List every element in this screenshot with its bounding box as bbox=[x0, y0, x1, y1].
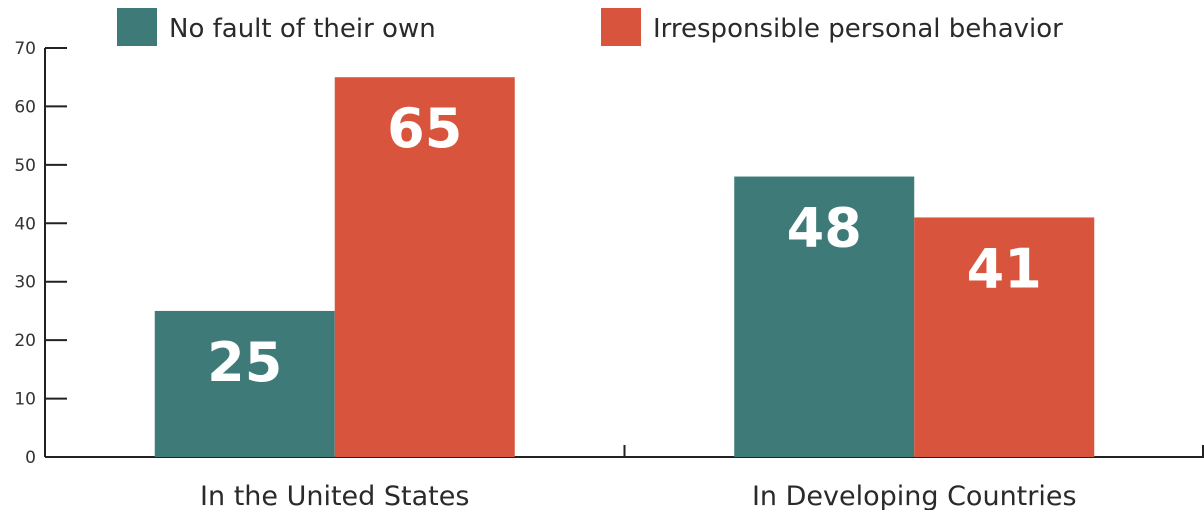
x-category-label: In the United States bbox=[200, 481, 469, 510]
legend-label-0: No fault of their own bbox=[169, 14, 436, 44]
bar-value-label: 48 bbox=[787, 197, 862, 260]
y-tick-label: 60 bbox=[14, 97, 36, 117]
bar-no-fault-0 bbox=[154, 310, 335, 457]
y-tick-label: 20 bbox=[14, 331, 36, 351]
bar-value-label: 65 bbox=[387, 97, 462, 160]
y-tick-label: 70 bbox=[14, 39, 36, 59]
bars: 25 65 48 41 bbox=[154, 77, 1095, 458]
bar-irresponsible-0 bbox=[334, 77, 515, 457]
y-tick-label: 30 bbox=[14, 273, 36, 293]
y-tick-label: 10 bbox=[14, 390, 36, 410]
bar-irresponsible-1 bbox=[914, 217, 1095, 457]
bar-value-label: 25 bbox=[207, 331, 282, 394]
bar-value-label: 41 bbox=[967, 237, 1042, 300]
legend-label-1: Irresponsible personal behavior bbox=[653, 14, 1063, 44]
y-tick-label: 40 bbox=[14, 214, 36, 234]
bar-no-fault-1 bbox=[734, 176, 915, 458]
y-tick-label: 0 bbox=[25, 448, 36, 468]
legend: No fault of their own Irresponsible perso… bbox=[117, 8, 1063, 46]
y-tick-label: 50 bbox=[14, 156, 36, 176]
legend-swatch-0 bbox=[117, 8, 157, 46]
legend-swatch-1 bbox=[601, 8, 641, 46]
x-category-label: In Developing Countries bbox=[752, 481, 1077, 510]
y-axis: 0 10 20 30 40 50 60 70 bbox=[14, 39, 67, 468]
